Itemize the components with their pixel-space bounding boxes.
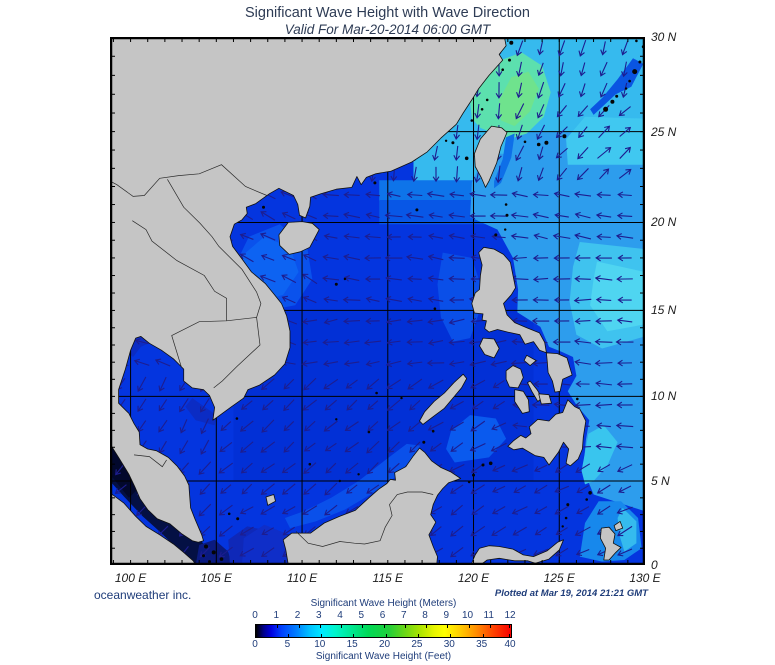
legend-tick [385,634,387,637]
legend-tick [426,625,427,628]
lat-label: 30 N [651,30,677,44]
legend-feet-value: 40 [504,639,516,650]
legend-tick [362,625,364,628]
legend-meter-value: 4 [337,610,343,621]
legend-tick [383,625,385,628]
legend-feet-value: 20 [378,639,391,650]
legend-meters-scale: 0 1 2 3 4 5 6 7 8 9 10 11 12 [252,610,515,622]
legend-tick [404,625,406,628]
lon-label: 100 E [114,571,147,585]
legend-tick [298,625,300,628]
legend-feet-value: 0 [252,639,258,650]
lon-label: 105 E [200,571,232,585]
lon-label: 110 E [286,571,318,585]
legend-meter-value: 1 [273,610,280,621]
legend-feet-value: 5 [284,639,291,650]
legend-tick [320,634,322,637]
legend-feet-value: 15 [346,639,358,650]
legend-tick [277,625,279,628]
lon-label: 125 E [543,571,575,585]
credit-plotted-time: Plotted at Mar 19, 2014 21:21 GMT [494,588,648,599]
legend-tick [353,634,355,637]
legend-meter-value: 9 [443,610,450,621]
legend-meter-value: 3 [315,610,322,621]
legend-tick [417,634,419,637]
legend-feet-value: 25 [411,639,423,650]
lat-label: 25 N [651,124,677,139]
legend-title-feet: Significant Wave Height (Feet) [315,651,452,662]
legend-feet-value: 35 [476,639,488,650]
legend-tick [447,625,449,628]
legend-tick [319,625,321,628]
legend-meter-value: 6 [379,610,386,621]
lat-label: 20 N [651,215,677,230]
legend-meter-value: 10 [461,610,474,621]
legend-meter-value: 2 [294,610,301,621]
legend-tick [482,634,484,637]
lon-label: 115 E [372,571,404,585]
legend-tick [509,634,510,637]
lat-label: 5 N [651,474,670,488]
lat-label: 10 N [651,389,677,404]
page-title: Significant Wave Height with Wave Direct… [244,5,530,21]
lon-label: 130 E [629,571,661,585]
lat-label: 15 N [651,303,677,318]
lat-label: 0 [651,558,658,572]
legend-tick [256,634,257,637]
page-subtitle: Valid For Mar-20-2014 06:00 GMT [284,22,491,37]
legend-feet-scale: 0 5 10 15 20 25 30 35 40 [252,639,515,651]
country-border-layer [110,164,434,547]
legend-tick [468,625,470,628]
legend-meter-value: 12 [504,610,516,621]
legend-tick [509,625,510,628]
map-frame-layer [110,37,645,565]
legend-meter-value: 5 [358,610,365,621]
legend-feet-value: 30 [443,639,455,650]
legend-meter-value: 8 [422,610,428,621]
credit-oceanweather: oceanweather inc. [94,588,192,602]
legend-tick [489,625,491,628]
legend-title-meters: Significant Wave Height (Meters) [310,598,457,609]
land-layer [110,37,624,565]
legend-tick [341,625,342,628]
legend-meter-value: 11 [483,610,494,621]
legend-colorbar [255,624,512,638]
legend-meter-value: 7 [400,610,407,621]
title-block: Significant Wave Height with Wave Direct… [0,5,775,37]
legend-tick [256,625,257,628]
lon-label: 120 E [457,571,490,585]
small-island-layer [202,39,645,564]
legend-feet-value: 10 [314,639,326,650]
legend-meter-value: 0 [252,610,258,621]
legend-tick [288,634,290,637]
wave-height-map [110,37,645,565]
legend-tick [450,634,452,637]
